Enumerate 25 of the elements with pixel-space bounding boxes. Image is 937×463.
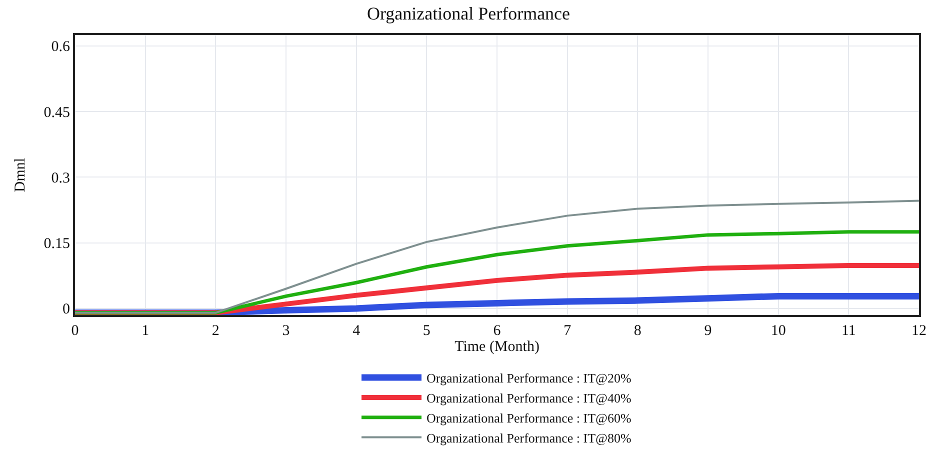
- x-axis-title: Time (Month): [454, 339, 540, 355]
- x-tick-label: 5: [422, 323, 430, 339]
- legend-label: Organizational Performance : IT@80%: [426, 430, 632, 446]
- x-tick-label: 2: [212, 323, 220, 339]
- x-tick-label: 8: [634, 323, 642, 339]
- y-tick-label: 0: [62, 302, 70, 318]
- x-tick-label: 11: [841, 323, 856, 339]
- y-axis-title: Dmnl: [12, 158, 28, 192]
- y-tick-label: 0.6: [51, 39, 70, 56]
- x-tick-label: 9: [704, 323, 712, 339]
- x-tick-label: 10: [770, 323, 786, 339]
- x-tick-label: 3: [282, 323, 290, 339]
- x-tick-label: 1: [142, 323, 150, 339]
- legend-label: Organizational Performance : IT@40%: [426, 390, 632, 406]
- y-tick-label: 0.3: [51, 170, 70, 186]
- x-tick-label: 12: [912, 323, 926, 339]
- x-tick-label: 7: [564, 323, 572, 339]
- chart-title: Organizational Performance: [366, 4, 570, 24]
- x-tick-label: 4: [352, 323, 361, 339]
- line-series: [75, 200, 919, 314]
- y-tick-label: 0.15: [44, 236, 70, 252]
- legend-label: Organizational Performance : IT@20%: [426, 370, 632, 386]
- x-tick-label: 6: [493, 323, 502, 339]
- y-tick-label: 0.45: [44, 104, 70, 121]
- legend-label: Organizational Performance : IT@60%: [426, 410, 632, 426]
